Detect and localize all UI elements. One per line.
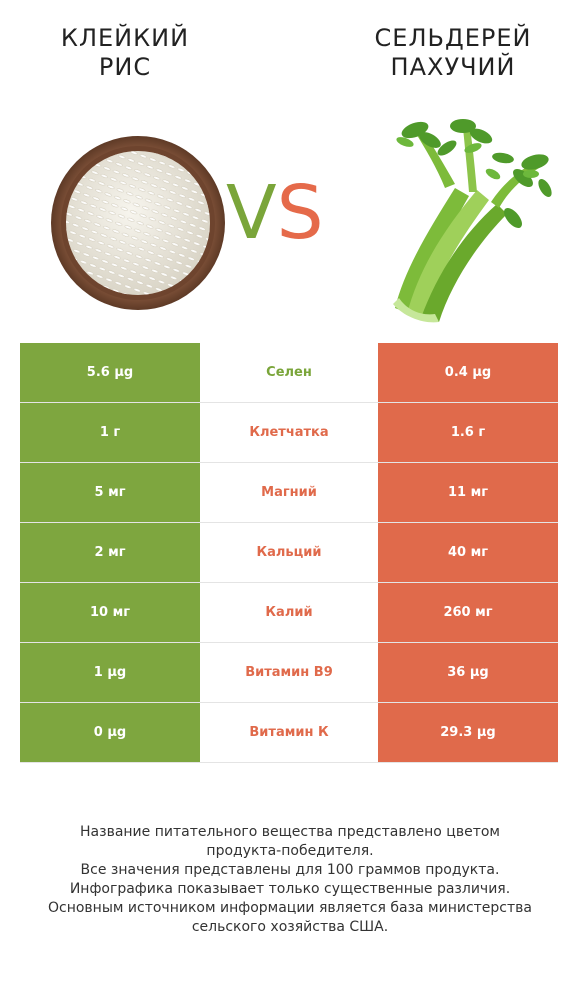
right-value-cell: 0.4 µg — [378, 343, 558, 403]
footer-line: продукта-победителя. — [206, 843, 374, 859]
nutrient-name-cell: Клетчатка — [200, 402, 378, 463]
celery-image — [385, 118, 555, 326]
right-product-title: СЕЛЬДЕРЕЙ ПАХУЧИЙ — [353, 24, 553, 82]
vs-label: VS — [226, 168, 324, 258]
nutrient-name-cell: Витамин К — [200, 702, 378, 763]
table-row: 5 мг Магний 11 мг — [20, 462, 558, 523]
rice-bowl-image — [50, 135, 226, 311]
right-value-cell: 40 мг — [378, 522, 558, 583]
right-value-cell: 1.6 г — [378, 402, 558, 463]
table-row: 10 мг Калий 260 мг — [20, 582, 558, 643]
nutrient-name-cell: Калий — [200, 582, 378, 643]
table-row: 1 г Клетчатка 1.6 г — [20, 402, 558, 463]
footer-line: сельского хозяйства США. — [191, 919, 389, 935]
right-value-cell: 260 мг — [378, 582, 558, 643]
nutrient-name-cell: Витамин B9 — [200, 642, 378, 703]
footer-line: Инфографика показывает только существенн… — [69, 881, 511, 897]
left-product-title: КЛЕЙКИЙ РИС — [25, 24, 225, 82]
table-row: 2 мг Кальций 40 мг — [20, 522, 558, 583]
footer-line: Название питательного вещества представл… — [80, 824, 500, 840]
right-value-cell: 29.3 µg — [378, 702, 558, 763]
right-title-line1: СЕЛЬДЕРЕЙ — [374, 24, 532, 52]
left-value-cell: 2 мг — [20, 522, 200, 583]
table-row: 0 µg Витамин К 29.3 µg — [20, 702, 558, 763]
table-row: 5.6 µg Селен 0.4 µg — [20, 343, 558, 403]
left-value-cell: 5 мг — [20, 462, 200, 523]
footer-line: Все значения представлены для 100 граммо… — [80, 862, 500, 878]
table-row: 1 µg Витамин B9 36 µg — [20, 642, 558, 703]
right-value-cell: 36 µg — [378, 642, 558, 703]
nutrient-name-cell: Кальций — [200, 522, 378, 583]
left-title-line2: РИС — [98, 53, 152, 81]
nutrient-name-cell: Магний — [200, 462, 378, 523]
vs-v-letter: V — [226, 170, 277, 256]
footer-line: Основным источником информации является … — [48, 900, 532, 916]
left-value-cell: 1 µg — [20, 642, 200, 703]
vs-s-letter: S — [276, 170, 324, 256]
nutrient-name-cell: Селен — [200, 343, 378, 403]
left-value-cell: 0 µg — [20, 702, 200, 763]
right-value-cell: 11 мг — [378, 462, 558, 523]
left-title-line1: КЛЕЙКИЙ — [60, 24, 190, 52]
footer-note: Название питательного вещества представл… — [10, 823, 570, 937]
left-value-cell: 1 г — [20, 402, 200, 463]
left-value-cell: 5.6 µg — [20, 343, 200, 403]
left-value-cell: 10 мг — [20, 582, 200, 643]
right-title-line2: ПАХУЧИЙ — [390, 53, 516, 81]
